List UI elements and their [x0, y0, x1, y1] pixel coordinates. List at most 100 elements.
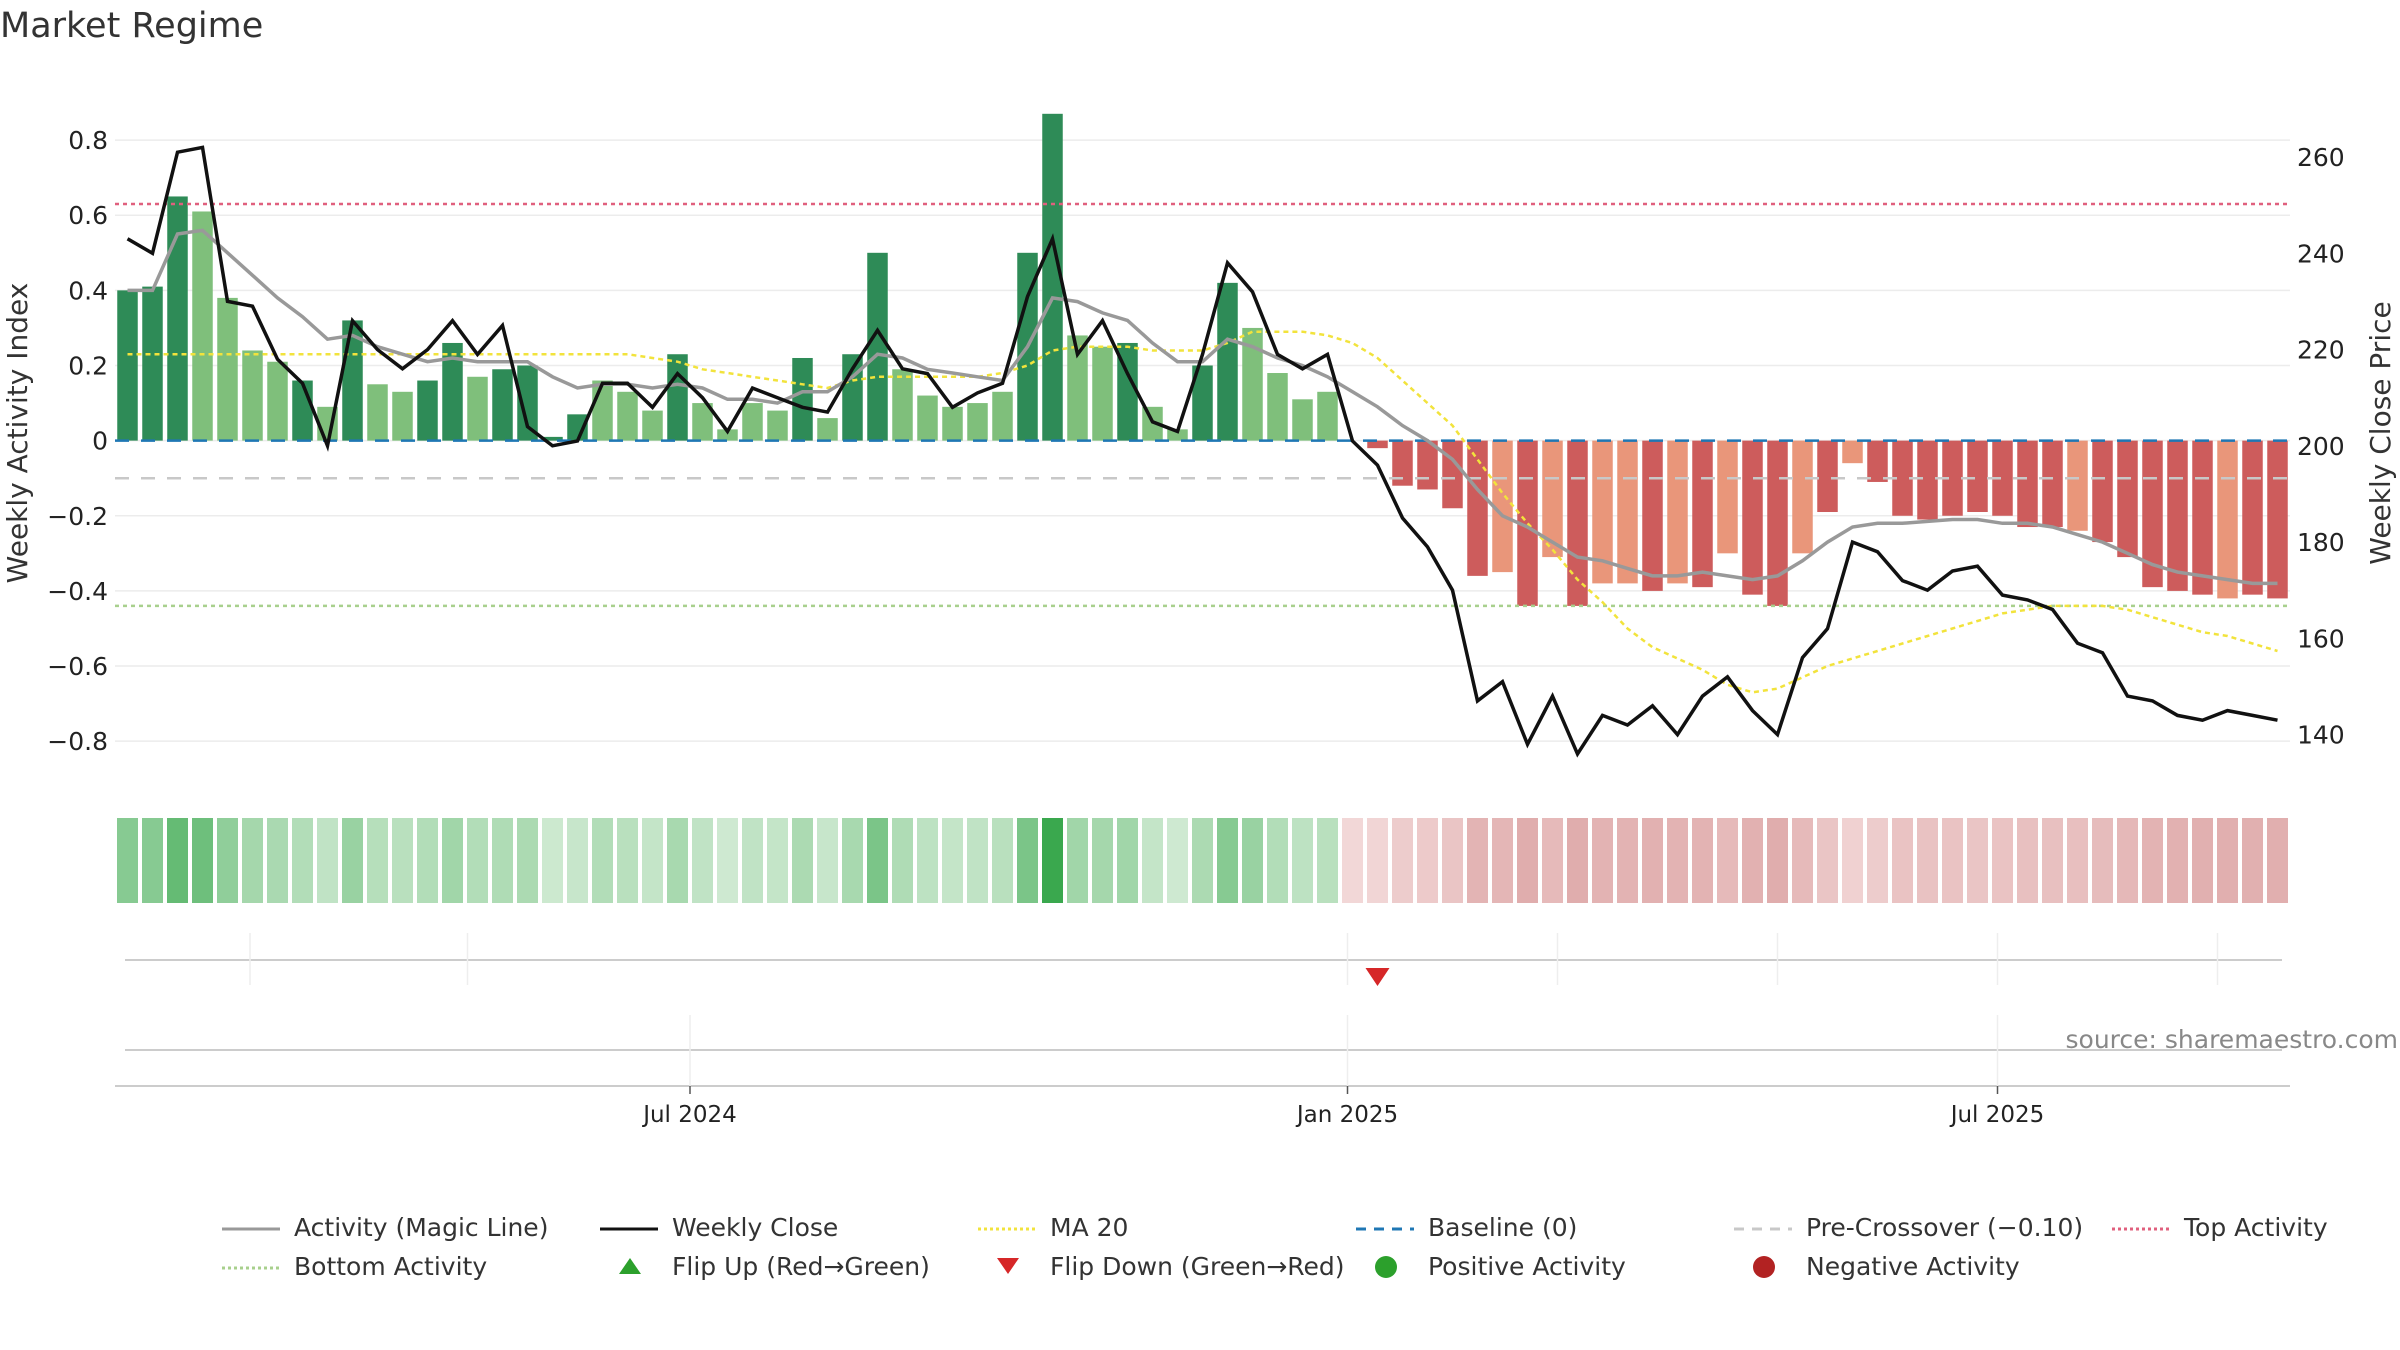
activity-bar-negative: [1367, 440, 1388, 449]
strip-cell-negative: [1867, 818, 1888, 903]
activity-bar-positive: [792, 357, 813, 441]
strip-cell-negative: [1667, 818, 1688, 903]
activity-bar-positive: [392, 391, 413, 441]
strip-cell-negative: [2067, 818, 2088, 903]
activity-bar-positive: [1092, 346, 1113, 441]
strip-cell-negative: [1642, 818, 1663, 903]
left-tick-label: −0.8: [47, 727, 108, 756]
legend-item: Activity (Magic Line): [222, 1213, 548, 1242]
strip-cell-negative: [2117, 818, 2138, 903]
activity-bar-positive: [517, 365, 538, 441]
strip-cell-positive: [217, 818, 238, 903]
activity-bar-negative: [1992, 440, 2013, 516]
activity-bar-positive: [442, 342, 463, 441]
strip-cell-positive: [417, 818, 438, 903]
strip-cell-positive: [817, 818, 838, 903]
activity-bar-positive: [1267, 373, 1288, 441]
strip-cell-negative: [1517, 818, 1538, 903]
strip-cell-negative: [1942, 818, 1963, 903]
right-tick-label: 220: [2297, 336, 2345, 365]
strip-cell-negative: [1917, 818, 1938, 903]
activity-bar-positive: [242, 350, 263, 441]
activity-bar-negative: [1842, 440, 1863, 464]
activity-bar-positive: [367, 384, 388, 441]
strip-cell-positive: [292, 818, 313, 903]
x-axis: Jul 2024 Jan 2025 Jul 2025: [115, 1015, 2290, 1128]
strip-cell-negative: [1767, 818, 1788, 903]
activity-bar-negative: [1567, 440, 1588, 606]
strip-cell-positive: [717, 818, 738, 903]
legend-item: Baseline (0): [1356, 1213, 1577, 1242]
activity-bar-negative: [2192, 440, 2213, 595]
legend-label: Negative Activity: [1806, 1252, 2020, 1281]
legend-label: Baseline (0): [1428, 1213, 1577, 1242]
strip-cell-positive: [592, 818, 613, 903]
flip-down-marker: [1365, 968, 1390, 986]
activity-bar-positive: [1292, 399, 1313, 441]
strip-cell-positive: [617, 818, 638, 903]
strip-cell-negative: [1442, 818, 1463, 903]
activity-bar-positive: [192, 211, 213, 441]
activity-bar-negative: [1617, 440, 1638, 584]
activity-bar-positive: [1117, 342, 1138, 441]
axis-ticks: 0.8 0.6 0.4 0.2 0 −0.2 −0.4 −0.6 −0.8 260 240 220 20…: [47, 126, 2344, 756]
activity-bar-positive: [142, 286, 163, 441]
activity-bar-positive: [992, 391, 1013, 441]
strip-cell-negative: [1542, 818, 1563, 903]
strip-cell-positive: [942, 818, 963, 903]
left-tick-label: 0.6: [68, 201, 108, 230]
legend-swatch: [1753, 1256, 1775, 1278]
strip-cell-negative: [1967, 818, 1988, 903]
strip-cell-positive: [142, 818, 163, 903]
legend: Activity (Magic Line) Weekly Close MA 20 Ba…: [222, 1213, 2328, 1281]
legend-swatch: [619, 1258, 641, 1274]
strip-cell-positive: [992, 818, 1013, 903]
strip-cell-positive: [1142, 818, 1163, 903]
strip-cell-positive: [367, 818, 388, 903]
activity-bar-negative: [1492, 440, 1513, 573]
strip-cell-positive: [492, 818, 513, 903]
activity-bar-positive: [217, 297, 238, 441]
strip-cell-negative: [1392, 818, 1413, 903]
activity-bar-positive: [942, 406, 963, 441]
strip-cell-positive: [1267, 818, 1288, 903]
activity-bar-negative: [1942, 440, 1963, 516]
legend-swatch: [1375, 1256, 1397, 1278]
strip-cell-positive: [392, 818, 413, 903]
right-tick-label: 200: [2297, 432, 2345, 461]
strip-cell-positive: [1167, 818, 1188, 903]
strip-cell-positive: [342, 818, 363, 903]
chart-title: Market Regime: [0, 6, 263, 46]
activity-bar-negative: [1442, 440, 1463, 509]
strip-cell-negative: [1892, 818, 1913, 903]
strip-cell-negative: [1342, 818, 1363, 903]
left-tick-label: 0.4: [68, 276, 108, 305]
strip-cell-positive: [1317, 818, 1338, 903]
activity-bar-negative: [2067, 440, 2088, 531]
legend-label: Bottom Activity: [294, 1252, 487, 1281]
activity-bar-positive: [467, 376, 488, 441]
activity-bar-positive: [1192, 365, 1213, 441]
right-tick-label: 160: [2297, 624, 2345, 653]
right-axis-label: Weekly Close Price: [2364, 301, 2397, 564]
legend-item: Flip Down (Green→Red): [997, 1252, 1345, 1281]
legend-label: Flip Up (Red→Green): [672, 1252, 930, 1281]
activity-bar-positive: [1167, 429, 1188, 441]
strip-cell-positive: [767, 818, 788, 903]
activity-bar-positive: [692, 403, 713, 441]
activity-bar-negative: [2117, 440, 2138, 558]
strip-cell-positive: [567, 818, 588, 903]
x-tick-label: Jul 2024: [641, 1102, 737, 1128]
activity-bar-positive: [492, 369, 513, 441]
activity-bar-positive: [1242, 327, 1263, 441]
strip-cell-positive: [1117, 818, 1138, 903]
activity-bar-negative: [1542, 440, 1563, 558]
activity-bar-negative: [1792, 440, 1813, 554]
activity-bar-negative: [2242, 440, 2263, 595]
activity-bar-negative: [1592, 440, 1613, 584]
activity-bar-negative: [1817, 440, 1838, 513]
activity-bar-negative: [1967, 440, 1988, 513]
activity-bar-positive: [267, 361, 288, 441]
strip-cell-positive: [1217, 818, 1238, 903]
